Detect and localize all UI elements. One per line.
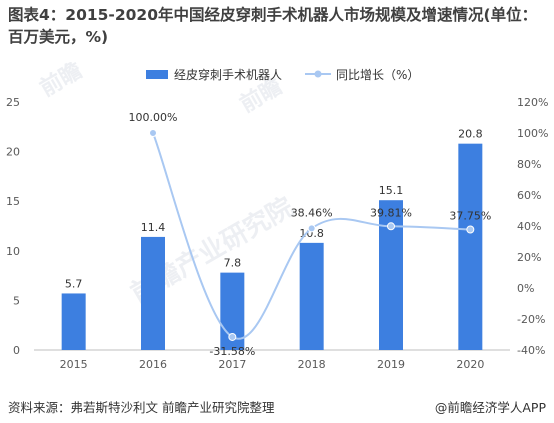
y-left-tick-label: 10 bbox=[6, 245, 20, 258]
y-left-tick-label: 5 bbox=[13, 294, 20, 307]
y-left-tick-label: 20 bbox=[6, 146, 20, 159]
y-left-tick-label: 15 bbox=[6, 195, 20, 208]
bar bbox=[299, 242, 324, 350]
growth-point bbox=[228, 332, 237, 341]
growth-point bbox=[149, 129, 157, 137]
bar-value-label: 10.8 bbox=[299, 227, 324, 240]
y-right-tick-label: 60% bbox=[517, 189, 541, 202]
x-tick-label: 2015 bbox=[60, 358, 88, 371]
brand-credit: @前瞻经济学人APP bbox=[434, 400, 546, 415]
x-tick-label: 2016 bbox=[139, 358, 167, 371]
legend-bar-swatch bbox=[146, 70, 168, 79]
y-right-tick-label: 0% bbox=[517, 282, 534, 295]
y-left-tick-label: 25 bbox=[6, 96, 20, 109]
bar bbox=[141, 236, 165, 350]
growth-value-label: 39.81% bbox=[370, 206, 412, 219]
bar bbox=[458, 143, 483, 350]
y-right-tick-label: -20% bbox=[517, 313, 545, 326]
growth-value-label: 100.00% bbox=[129, 111, 178, 124]
growth-point bbox=[307, 224, 316, 233]
growth-value-label: 38.46% bbox=[291, 206, 333, 219]
legend-line-marker bbox=[314, 70, 322, 78]
bar-value-label: 11.4 bbox=[141, 221, 166, 234]
chart-title: 图表4：2015-2020年中国经皮穿刺手术机器人市场规模及增速情况(单位：百万… bbox=[8, 6, 538, 46]
x-tick-label: 2020 bbox=[456, 358, 484, 371]
y-right-tick-label: 40% bbox=[517, 220, 541, 233]
legend-line-label: 同比增长（%） bbox=[336, 68, 419, 82]
bar bbox=[61, 293, 86, 350]
y-right-tick-label: 20% bbox=[517, 251, 541, 264]
growth-value-label: -31.58% bbox=[209, 345, 255, 358]
growth-point bbox=[466, 225, 475, 234]
y-right-tick-label: -40% bbox=[517, 344, 545, 357]
x-tick-label: 2018 bbox=[298, 358, 326, 371]
x-tick-label: 2019 bbox=[377, 358, 405, 371]
legend-bar-label: 经皮穿刺手术机器人 bbox=[174, 67, 282, 82]
bar-value-label: 5.7 bbox=[65, 277, 83, 290]
growth-point bbox=[387, 222, 395, 231]
y-left-tick-label: 0 bbox=[13, 344, 20, 357]
y-right-tick-label: 120% bbox=[517, 96, 548, 109]
bar-value-label: 20.8 bbox=[458, 128, 483, 141]
growth-line bbox=[152, 132, 471, 340]
y-right-tick-label: 100% bbox=[517, 127, 548, 140]
bar-value-label: 15.1 bbox=[379, 184, 404, 197]
source-note: 资料来源：弗若斯特沙利文 前瞻产业研究院整理 bbox=[8, 400, 275, 415]
bar-value-label: 7.8 bbox=[224, 257, 242, 270]
growth-value-label: 37.75% bbox=[449, 209, 491, 222]
y-right-tick-label: 80% bbox=[517, 158, 541, 171]
x-tick-label: 2017 bbox=[218, 358, 246, 371]
